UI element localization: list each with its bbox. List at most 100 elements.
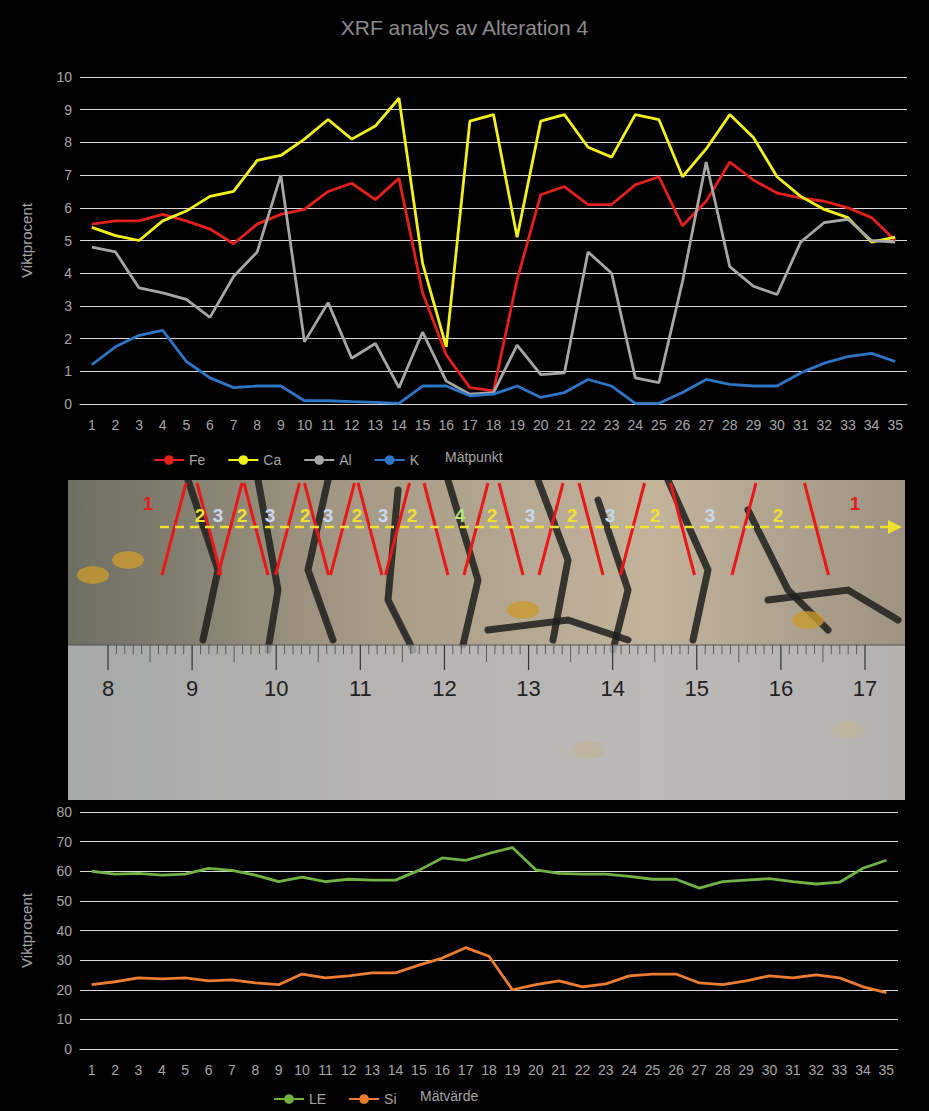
svg-text:2: 2: [300, 505, 311, 526]
svg-text:13: 13: [368, 417, 384, 433]
svg-text:1: 1: [850, 493, 861, 514]
svg-text:2: 2: [352, 505, 363, 526]
svg-text:20: 20: [528, 1062, 544, 1078]
svg-text:0: 0: [64, 396, 72, 412]
svg-text:32: 32: [817, 417, 833, 433]
svg-text:34: 34: [855, 1062, 871, 1078]
svg-text:10: 10: [56, 69, 72, 85]
svg-text:25: 25: [645, 1062, 661, 1078]
svg-text:22: 22: [580, 417, 596, 433]
svg-text:3: 3: [213, 505, 224, 526]
svg-text:6: 6: [206, 417, 214, 433]
svg-text:10: 10: [294, 1062, 310, 1078]
svg-text:27: 27: [692, 1062, 708, 1078]
svg-text:16: 16: [434, 1062, 450, 1078]
svg-text:Si: Si: [384, 1091, 396, 1107]
svg-text:5: 5: [64, 233, 72, 249]
svg-text:30: 30: [56, 952, 72, 968]
svg-text:10: 10: [264, 676, 288, 701]
svg-text:27: 27: [698, 417, 714, 433]
svg-text:13: 13: [516, 676, 540, 701]
svg-text:4: 4: [64, 265, 72, 281]
svg-text:14: 14: [600, 676, 624, 701]
svg-text:14: 14: [388, 1062, 404, 1078]
svg-text:K: K: [410, 452, 420, 468]
svg-text:2: 2: [567, 505, 578, 526]
svg-text:80: 80: [56, 804, 72, 820]
svg-text:Ca: Ca: [263, 452, 281, 468]
svg-text:Viktprocent: Viktprocent: [18, 892, 35, 968]
svg-text:15: 15: [411, 1062, 427, 1078]
svg-text:40: 40: [56, 923, 72, 939]
svg-text:2: 2: [112, 417, 120, 433]
svg-text:15: 15: [685, 676, 709, 701]
svg-text:5: 5: [182, 417, 190, 433]
svg-text:3: 3: [135, 1062, 143, 1078]
svg-text:29: 29: [746, 417, 762, 433]
svg-text:31: 31: [785, 1062, 801, 1078]
svg-text:10: 10: [297, 417, 313, 433]
svg-text:2: 2: [195, 505, 206, 526]
svg-text:17: 17: [462, 417, 478, 433]
svg-text:5: 5: [181, 1062, 189, 1078]
svg-text:20: 20: [56, 982, 72, 998]
svg-text:0: 0: [64, 1041, 72, 1057]
svg-text:4: 4: [159, 417, 167, 433]
svg-text:19: 19: [509, 417, 525, 433]
svg-text:22: 22: [575, 1062, 591, 1078]
svg-text:28: 28: [722, 417, 738, 433]
svg-text:Viktprocent: Viktprocent: [18, 202, 35, 278]
svg-text:10: 10: [56, 1011, 72, 1027]
svg-text:6: 6: [205, 1062, 213, 1078]
svg-text:35: 35: [887, 417, 903, 433]
svg-text:18: 18: [486, 417, 502, 433]
svg-text:17: 17: [458, 1062, 474, 1078]
svg-text:50: 50: [56, 893, 72, 909]
svg-text:26: 26: [668, 1062, 684, 1078]
svg-text:1: 1: [64, 363, 72, 379]
svg-text:12: 12: [432, 676, 456, 701]
svg-text:9: 9: [64, 102, 72, 118]
svg-text:60: 60: [56, 863, 72, 879]
svg-text:9: 9: [277, 417, 285, 433]
svg-text:6: 6: [64, 200, 72, 216]
svg-text:4: 4: [158, 1062, 166, 1078]
svg-text:24: 24: [627, 417, 643, 433]
svg-text:31: 31: [793, 417, 809, 433]
svg-text:8: 8: [251, 1062, 259, 1078]
svg-text:1: 1: [88, 1062, 96, 1078]
svg-text:Mätvärde: Mätvärde: [420, 1088, 479, 1104]
svg-text:29: 29: [738, 1062, 754, 1078]
svg-text:1: 1: [88, 417, 96, 433]
svg-text:7: 7: [230, 417, 238, 433]
svg-text:21: 21: [557, 417, 573, 433]
svg-text:23: 23: [604, 417, 620, 433]
svg-text:70: 70: [56, 834, 72, 850]
svg-text:4: 4: [455, 505, 466, 526]
svg-text:Al: Al: [339, 452, 351, 468]
svg-text:13: 13: [364, 1062, 380, 1078]
svg-text:3: 3: [323, 505, 334, 526]
svg-text:12: 12: [341, 1062, 357, 1078]
svg-text:12: 12: [344, 417, 360, 433]
svg-text:8: 8: [64, 134, 72, 150]
svg-text:8: 8: [102, 676, 114, 701]
svg-text:23: 23: [598, 1062, 614, 1078]
svg-text:35: 35: [879, 1062, 895, 1078]
svg-text:3: 3: [705, 505, 716, 526]
svg-text:30: 30: [762, 1062, 778, 1078]
svg-text:19: 19: [505, 1062, 521, 1078]
svg-text:33: 33: [832, 1062, 848, 1078]
svg-text:14: 14: [391, 417, 407, 433]
svg-text:Mätpunkt: Mätpunkt: [445, 449, 503, 465]
svg-text:2: 2: [111, 1062, 119, 1078]
svg-text:3: 3: [605, 505, 616, 526]
svg-text:9: 9: [186, 676, 198, 701]
svg-text:2: 2: [64, 331, 72, 347]
svg-text:16: 16: [769, 676, 793, 701]
svg-text:3: 3: [135, 417, 143, 433]
svg-text:18: 18: [481, 1062, 497, 1078]
svg-text:LE: LE: [309, 1091, 326, 1107]
svg-text:9: 9: [275, 1062, 283, 1078]
svg-text:Fe: Fe: [189, 452, 206, 468]
